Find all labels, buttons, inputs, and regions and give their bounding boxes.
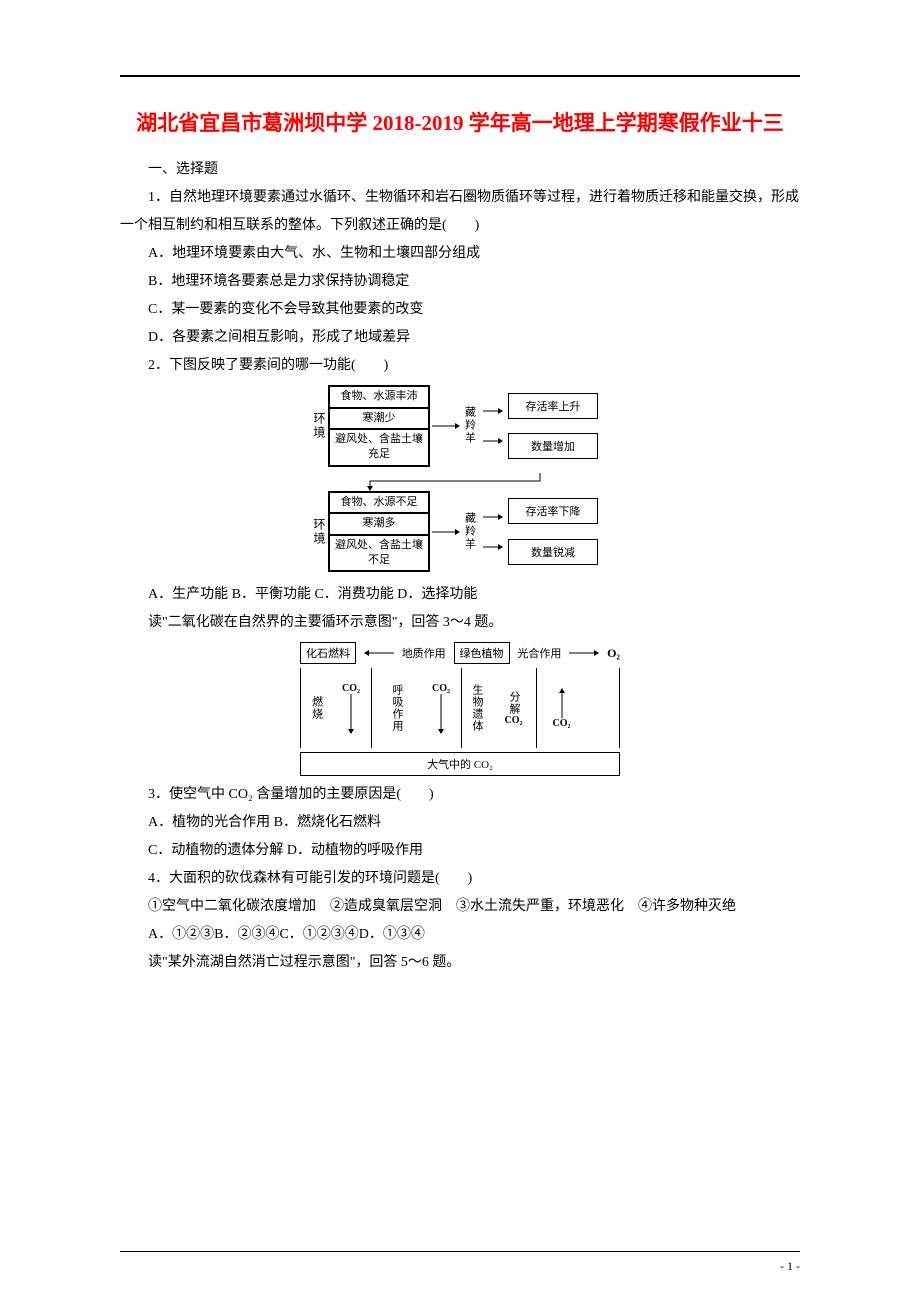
d2-co2-3: CO₂ [505, 715, 523, 726]
arrow-down-icon [346, 694, 356, 734]
d2-col-co2-2: CO₂ [421, 668, 461, 748]
env-box-2: 食物、水源不足 寒潮多 避风处、含盐土壤不足 [328, 491, 430, 573]
footer-line [120, 1251, 800, 1252]
d2-col-co2-4: CO₂ [536, 668, 586, 748]
q1-text: 1．自然地理环境要素通过水循环、生物循环和岩石圈物质循环等过程，进行着物质迁移和… [120, 190, 799, 233]
d2-co2-4: CO₂ [553, 718, 571, 729]
env-cell-2-2: 寒潮多 [329, 513, 429, 534]
d2-co2-2: CO₂ [432, 683, 450, 694]
result-2-2: 数量锐减 [508, 539, 598, 565]
d2-col-bio: 生物遗体 [461, 668, 491, 748]
env-label-1: 环境 [310, 385, 328, 467]
arrow-col-2b [478, 491, 508, 573]
env-cell-2-3: 避风处、含盐土壤不足 [329, 535, 429, 572]
d2-box-fossil: 化石燃料 [300, 642, 356, 664]
d2-mid: 燃烧 CO₂ 呼吸作用 CO₂ 生物遗体 [300, 668, 620, 748]
diagram-2: 化石燃料 地质作用 绿色植物 光合作用 O₂ 燃烧 CO₂ [300, 642, 620, 776]
arrow-down-icon [436, 694, 446, 734]
q1-option-b: B．地理环境各要素总是力求保持协调稳定 [120, 268, 800, 296]
d2-co2-1: CO₂ [342, 683, 360, 694]
q1-option-c: C．某一要素的变化不会导致其他要素的改变 [120, 296, 800, 324]
d2-label-photo: 光合作用 [517, 645, 561, 661]
q2-options: A．生产功能 B．平衡功能 C．消费功能 D．选择功能 [120, 581, 800, 609]
reading-1: 读"二氧化碳在自然界的主要循环示意图"，回答 3～4 题。 [120, 609, 800, 637]
d2-box-plant: 绿色植物 [454, 642, 510, 664]
arrow-left-icon [364, 647, 394, 659]
env-cell-2-1: 食物、水源不足 [329, 492, 429, 513]
document-title: 湖北省宜昌市葛洲坝中学 2018-2019 学年高一地理上学期寒假作业十三 [120, 100, 800, 146]
d2-breath-text: 呼吸作用 [391, 684, 402, 732]
arrow-col-1b [478, 385, 508, 467]
q4-choices-text: ①空气中二氧化碳浓度增加 ②造成臭氧层空洞 ③水土流失严重，环境恶化 ④许多物种… [148, 899, 736, 914]
d2-col-decomp: 分解 CO₂ [491, 668, 536, 748]
yang-label-1: 藏羚羊 [460, 385, 478, 467]
diagram1-row1: 环境 食物、水源丰沛 寒潮少 避风处、含盐土壤充足 藏羚羊 [310, 385, 610, 467]
env-label-2: 环境 [310, 491, 328, 573]
d2-burn-text: 燃烧 [311, 696, 322, 720]
q1-option-a: A．地理环境要素由大气、水、生物和土壤四部分组成 [120, 240, 800, 268]
result-1-2: 数量增加 [508, 433, 598, 459]
q3-options-ab: A．植物的光合作用 B．燃烧化石燃料 [120, 809, 800, 837]
d2-col-co2-1: CO₂ [331, 668, 371, 748]
env-cell-1-2: 寒潮少 [329, 408, 429, 429]
arrow-col-2 [430, 491, 460, 573]
section-heading: 一、选择题 [120, 156, 800, 184]
arrow-right-icon [430, 396, 460, 456]
diagram-2-container: 化石燃料 地质作用 绿色植物 光合作用 O₂ 燃烧 CO₂ [120, 642, 800, 776]
d2-o2: O₂ [607, 646, 620, 661]
d2-top-row: 化石燃料 地质作用 绿色植物 光合作用 O₂ [300, 642, 620, 664]
result-box-1: 存活率上升 数量增加 [508, 385, 598, 467]
curved-arrow-icon [310, 471, 610, 491]
diagram-1-container: 环境 食物、水源丰沛 寒潮少 避风处、含盐土壤充足 藏羚羊 [120, 385, 800, 576]
arrow-right-icon [483, 396, 503, 456]
d2-label-geo: 地质作用 [402, 645, 446, 661]
result-box-2: 存活率下降 数量锐减 [508, 491, 598, 573]
arrow-col-1 [430, 385, 460, 467]
d2-bio-text: 生物遗体 [471, 684, 482, 732]
q1-option-d: D．各要素之间相互影响，形成了地域差异 [120, 324, 800, 352]
result-2-1: 存活率下降 [508, 498, 598, 524]
d2-bottom: 大气中的 CO₂ [300, 752, 620, 776]
header-line [120, 75, 800, 77]
d2-col-burn: 燃烧 [301, 668, 331, 748]
page-number: - 1 - [780, 1259, 800, 1274]
diagram1-row2: 环境 食物、水源不足 寒潮多 避风处、含盐土壤不足 藏羚羊 [310, 491, 610, 573]
arrow-right-icon [569, 647, 599, 659]
env-cell-1-1: 食物、水源丰沛 [329, 386, 429, 407]
q3-options-cd: C．动植物的遗体分解 D．动植物的呼吸作用 [120, 837, 800, 865]
question-1-stem: 1．自然地理环境要素通过水循环、生物循环和岩石圈物质循环等过程，进行着物质迁移和… [120, 184, 800, 240]
question-3-stem: 3．使空气中 CO₂ 含量增加的主要原因是( ) [120, 781, 800, 809]
diagram-1: 环境 食物、水源丰沛 寒潮少 避风处、含盐土壤充足 藏羚羊 [310, 385, 610, 576]
arrow-right-icon [483, 502, 503, 562]
yang-label-2: 藏羚羊 [460, 491, 478, 573]
question-4-stem: 4．大面积的砍伐森林有可能引发的环境问题是( ) [120, 865, 800, 893]
question-2-stem: 2．下图反映了要素间的哪一功能( ) [120, 352, 800, 380]
arrow-right-icon [430, 502, 460, 562]
q4-options: A．①②③B．②③④C．①②③④D．①③④ [120, 921, 800, 949]
result-1-1: 存活率上升 [508, 393, 598, 419]
d2-decomp-text: 分解 [508, 691, 519, 715]
env-box-1: 食物、水源丰沛 寒潮少 避风处、含盐土壤充足 [328, 385, 430, 467]
arrow-up-icon [557, 688, 567, 718]
env-cell-1-3: 避风处、含盐土壤充足 [329, 429, 429, 466]
question-4-choices: ①空气中二氧化碳浓度增加 ②造成臭氧层空洞 ③水土流失严重，环境恶化 ④许多物种… [120, 893, 800, 921]
reading-2: 读"某外流湖自然消亡过程示意图"，回答 5～6 题。 [120, 949, 800, 977]
d2-col-breath: 呼吸作用 [371, 668, 421, 748]
